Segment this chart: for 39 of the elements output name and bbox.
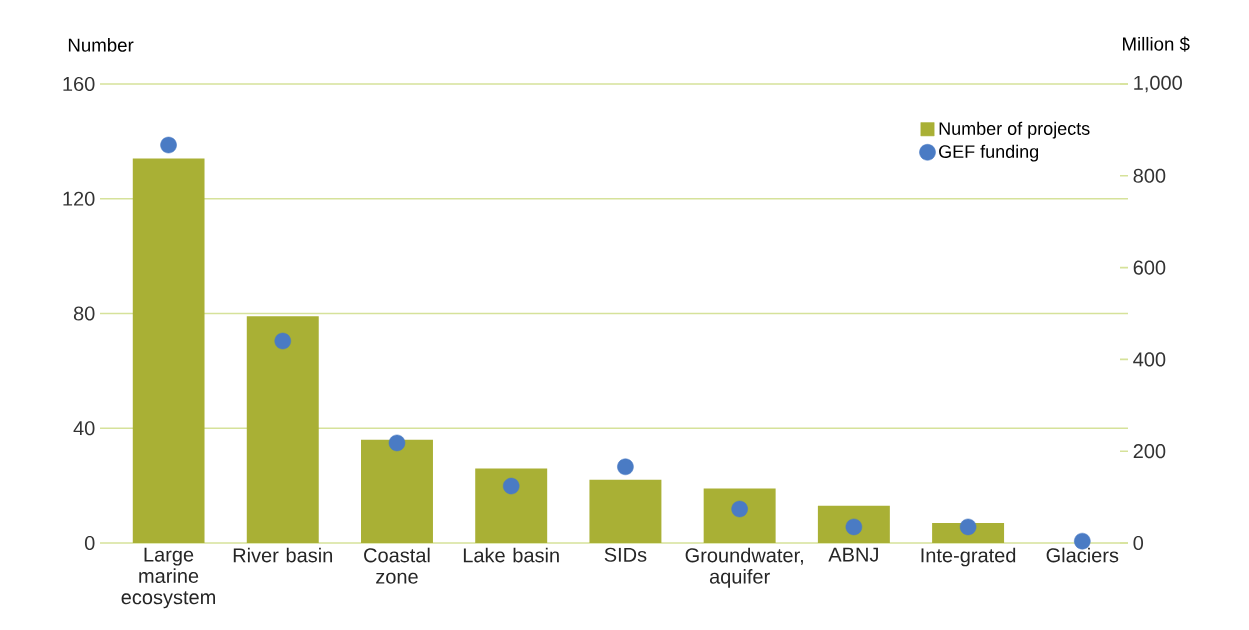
bar bbox=[589, 479, 662, 543]
y-axis-title: Number bbox=[68, 38, 134, 52]
bar bbox=[246, 316, 319, 543]
x-tick-label: Lake basin bbox=[463, 547, 559, 563]
bar bbox=[703, 488, 776, 543]
y2-tick-label: 0 bbox=[1133, 535, 1144, 551]
x-tick-label: Large marine ecosystem bbox=[121, 547, 215, 609]
y2-tick-label: 400 bbox=[1133, 352, 1166, 367]
x-tick-label: Inte-grated bbox=[921, 547, 1016, 567]
bar bbox=[132, 158, 205, 543]
x-tick-label: River basin bbox=[233, 547, 333, 563]
point bbox=[617, 458, 634, 476]
point bbox=[845, 518, 863, 536]
x-tick-label: ABNJ bbox=[828, 547, 878, 562]
point bbox=[160, 136, 177, 154]
y2-tick-label: 600 bbox=[1133, 260, 1166, 275]
y2-tick-label: 800 bbox=[1133, 168, 1166, 183]
x-tick-label: SIDs bbox=[604, 547, 647, 562]
y2-tick-label: 1,000 bbox=[1134, 75, 1182, 93]
point bbox=[731, 500, 748, 518]
legend-label: GEF funding bbox=[939, 144, 1039, 162]
point bbox=[274, 332, 292, 350]
bar bbox=[361, 439, 433, 543]
y-tick-label: 80 bbox=[73, 306, 95, 321]
point bbox=[388, 434, 406, 452]
x-tick-label: Coastal zone bbox=[364, 547, 430, 584]
y-tick-label: 160 bbox=[63, 76, 95, 92]
y-tick-label: 0 bbox=[84, 535, 95, 551]
y-tick-label: 120 bbox=[63, 191, 95, 206]
x-tick-label: Groundwater, aquifer bbox=[685, 547, 803, 588]
y2-axis-title: Million $ bbox=[1123, 36, 1190, 52]
bar bbox=[817, 505, 890, 543]
y2-tick-label: 200 bbox=[1133, 444, 1166, 459]
y-tick-label: 40 bbox=[73, 421, 95, 436]
point bbox=[502, 477, 520, 495]
x-tick-label: Glaciers bbox=[1046, 547, 1119, 563]
bar bbox=[475, 468, 548, 543]
point bbox=[959, 518, 977, 536]
legend-label: Number of projects bbox=[939, 121, 1090, 139]
